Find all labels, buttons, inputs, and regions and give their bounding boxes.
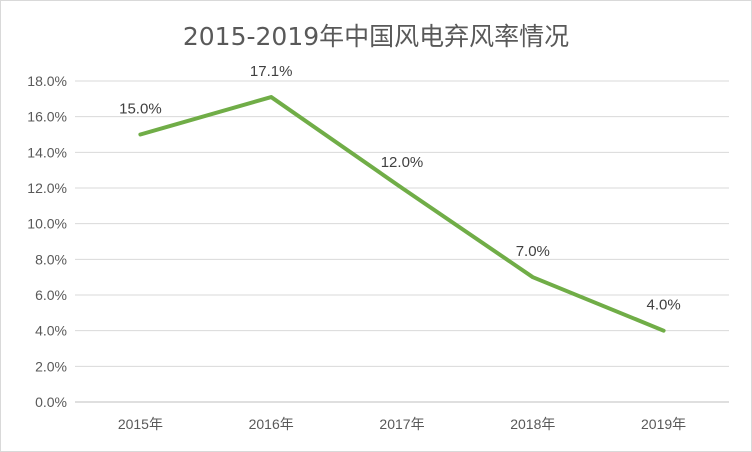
x-tick-label: 2018年 bbox=[510, 416, 555, 432]
series-line bbox=[138, 95, 666, 333]
y-tick-label: 0.0% bbox=[35, 394, 67, 410]
gridlines bbox=[75, 80, 729, 403]
x-tick-label: 2019年 bbox=[641, 416, 686, 432]
y-tick-label: 10.0% bbox=[27, 216, 67, 232]
y-tick-label: 6.0% bbox=[35, 287, 67, 303]
series-line-group bbox=[138, 95, 666, 333]
data-label: 4.0% bbox=[646, 297, 680, 314]
y-tick-label: 2.0% bbox=[35, 358, 67, 374]
data-label: 15.0% bbox=[119, 101, 162, 118]
y-tick-label: 18.0% bbox=[27, 73, 67, 89]
data-label: 17.1% bbox=[250, 63, 293, 80]
x-tick-label: 2015年 bbox=[118, 416, 163, 432]
y-tick-label: 8.0% bbox=[35, 251, 67, 267]
x-tick-label: 2016年 bbox=[249, 416, 294, 432]
chart-title: 2015-2019年中国风电弃风率情况 bbox=[182, 22, 570, 51]
y-tick-label: 14.0% bbox=[27, 144, 67, 160]
y-axis-ticks: 0.0% 2.0% 4.0% 6.0% 8.0% 10.0% 12.0% 14.0% 16.0%… bbox=[27, 73, 67, 410]
y-tick-label: 4.0% bbox=[35, 323, 67, 339]
x-tick-label: 2017年 bbox=[379, 416, 424, 432]
x-axis-ticks: 2015年 2016年 2017年 2018年 2019年 bbox=[118, 416, 686, 432]
data-label: 12.0% bbox=[381, 154, 424, 171]
y-tick-label: 16.0% bbox=[27, 109, 67, 125]
data-labels: 15.0% 17.1% 12.0% 7.0% 4.0% bbox=[119, 63, 681, 314]
y-tick-label: 12.0% bbox=[27, 180, 67, 196]
data-label: 7.0% bbox=[516, 243, 550, 260]
